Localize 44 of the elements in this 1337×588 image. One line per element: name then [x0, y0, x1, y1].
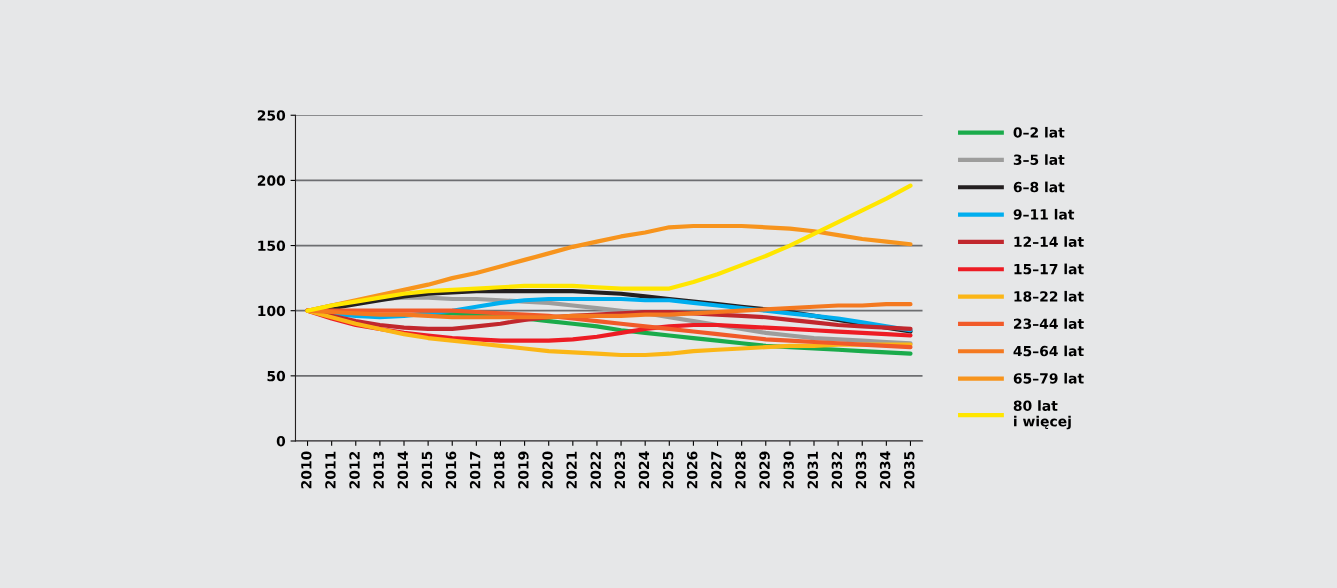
x-tick-label: 2032 [831, 451, 843, 489]
x-tick-label: 2031 [807, 451, 819, 489]
y-tick-label: 250 [257, 110, 286, 121]
x-tick-label: 2025 [662, 451, 674, 489]
x-tick-label: 2018 [494, 451, 505, 489]
y-tick-label: 50 [267, 370, 286, 382]
x-tick-label: 2024 [638, 451, 650, 489]
x-tick-label: 2014 [397, 451, 409, 489]
legend-label: 9–11 lat [1013, 208, 1075, 220]
x-tick-label: 2034 [879, 451, 891, 489]
x-tick-label: 2016 [445, 451, 457, 489]
x-tick-label: 2017 [469, 451, 481, 489]
x-tick-label: 2026 [686, 451, 698, 489]
x-tick-label: 2015 [421, 451, 433, 489]
legend-label: 3–5 lat [1013, 154, 1065, 165]
x-tick-label: 2029 [759, 451, 770, 489]
legend-label: 80 lat i więcej [1013, 400, 1071, 430]
x-tick-label: 2013 [373, 451, 384, 489]
legend-label: 15–17 lat [1014, 263, 1084, 275]
x-tick-label: 2019 [518, 451, 529, 489]
line-series [305, 183, 913, 313]
legend-label: 45–64 lat [1013, 345, 1084, 357]
x-tick-label: 2020 [542, 451, 553, 489]
y-tick-label: 150 [258, 240, 286, 252]
legend-label: 0–2 lat [1013, 126, 1065, 138]
x-tick-label: 2033 [855, 451, 867, 489]
legend-label: 6–8 lat [1013, 181, 1065, 193]
x-tick-label: 2010 [301, 451, 312, 489]
legend-label: 23–44 lat [1013, 318, 1084, 329]
y-tick-label: 100 [258, 305, 286, 317]
x-tick-label: 2022 [590, 451, 601, 489]
x-tick-label: 2012 [349, 451, 360, 489]
y-tick-label: 0 [276, 435, 286, 447]
x-tick-label: 2023 [614, 451, 626, 489]
legend-label: 12–14 lat [1014, 236, 1084, 247]
x-tick-label: 2027 [711, 451, 722, 489]
x-tick-label: 2028 [735, 451, 746, 489]
legend-label: 18–22 lat [1014, 290, 1084, 302]
legend-label: 65–79 lat [1013, 372, 1084, 384]
x-tick-label: 2030 [783, 451, 794, 489]
x-tick-label: 2021 [566, 451, 577, 489]
x-tick-label: 2011 [325, 451, 336, 489]
x-tick-label: 2035 [904, 451, 915, 489]
y-tick-label: 200 [257, 175, 286, 186]
